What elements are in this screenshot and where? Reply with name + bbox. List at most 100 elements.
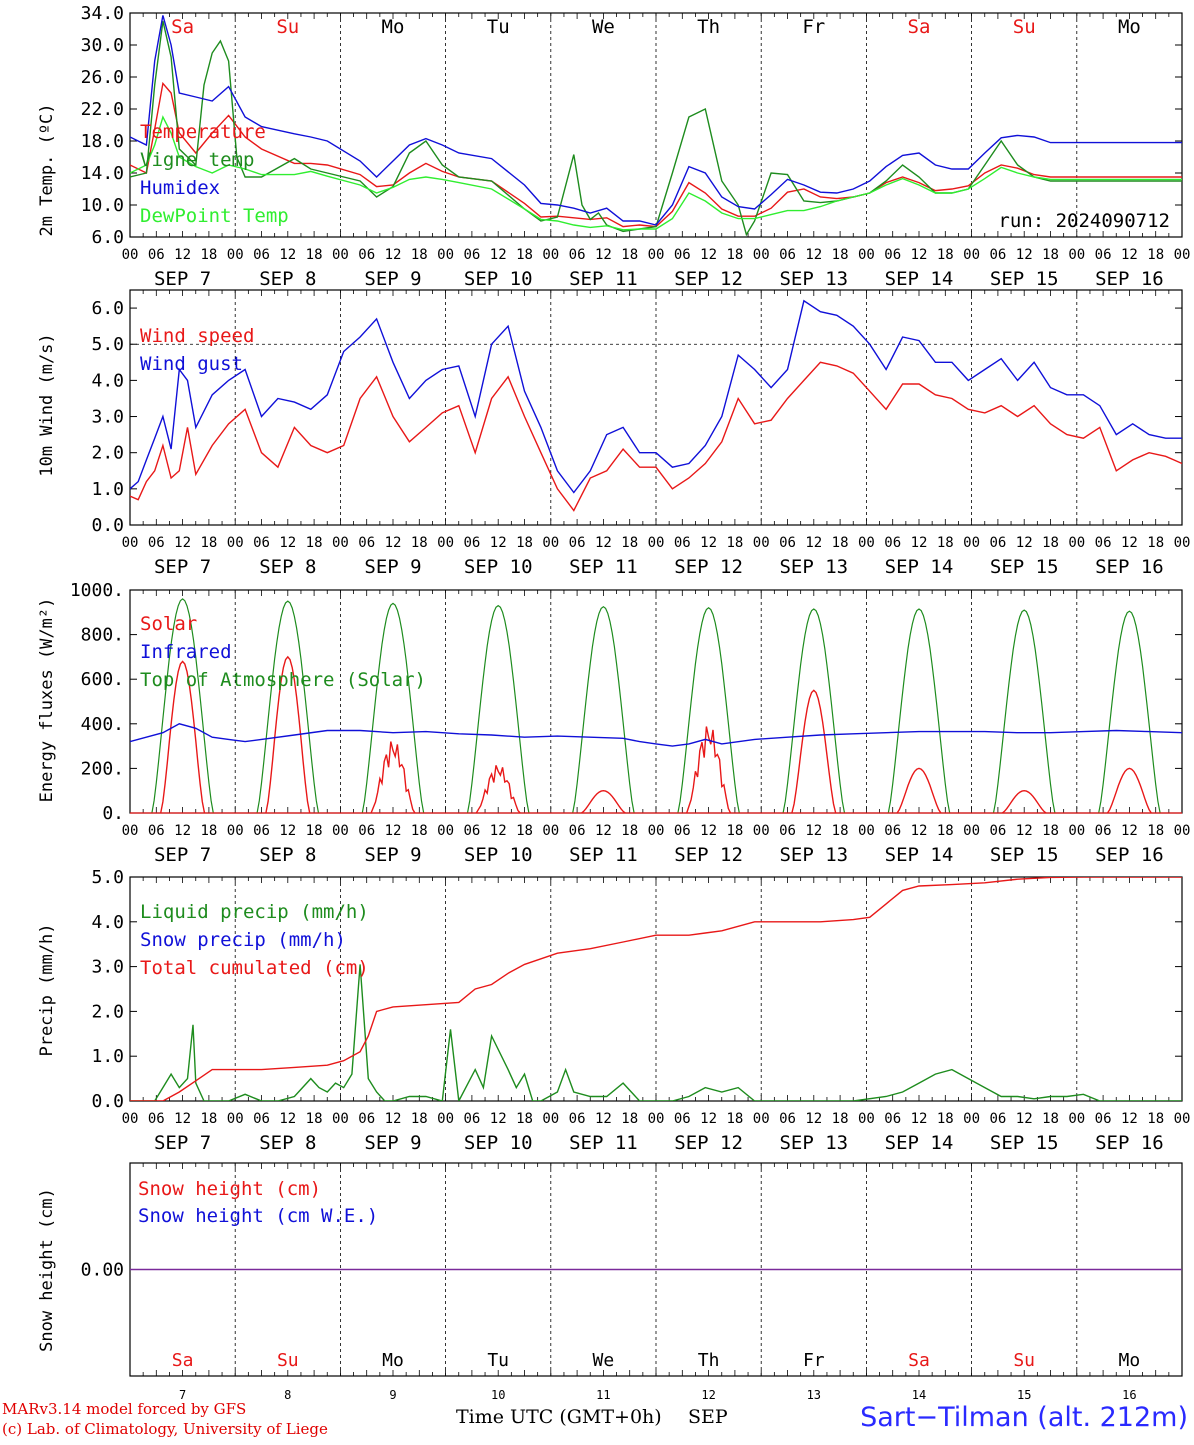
hour-label: 00 — [753, 1111, 770, 1127]
day-number: 15 — [1017, 1388, 1031, 1402]
y-tick-label: 600. — [81, 669, 124, 690]
legend-entry: Wind gust — [140, 353, 243, 375]
wind-gust-line — [130, 299, 1182, 494]
hour-label: 18 — [306, 247, 323, 263]
legend-entry: Total cumulated (cm) — [140, 957, 369, 979]
hour-label: 18 — [1042, 823, 1059, 839]
date-label: SEP 9 — [364, 268, 421, 290]
hour-label: 00 — [542, 1111, 559, 1127]
hour-label: 00 — [858, 535, 875, 551]
day-abbr: Mo — [382, 1350, 404, 1371]
date-label: SEP 9 — [364, 556, 421, 578]
hour-label: 12 — [490, 1111, 507, 1127]
hour-label: 18 — [516, 823, 533, 839]
day-number: 8 — [284, 1388, 291, 1402]
hour-label: 12 — [1121, 535, 1138, 551]
hour-label: 06 — [1095, 1111, 1112, 1127]
hour-label: 00 — [858, 823, 875, 839]
hour-label: 00 — [227, 535, 244, 551]
day-abbr: Tu — [487, 16, 510, 38]
legend-entry: Snow height (cm) — [138, 1178, 321, 1200]
hour-label: 18 — [621, 823, 638, 839]
y-tick-label: 400. — [81, 714, 124, 735]
hour-label: 06 — [463, 535, 480, 551]
y-tick-label: 14.0 — [81, 163, 124, 184]
panel-frame-0 — [129, 12, 1183, 238]
hour-label: 06 — [989, 247, 1006, 263]
hour-label: 18 — [1042, 535, 1059, 551]
hour-label: 00 — [542, 535, 559, 551]
hour-label: 06 — [674, 823, 691, 839]
hour-label: 18 — [1147, 1111, 1164, 1127]
hour-label: 00 — [332, 1111, 349, 1127]
hour-label: 12 — [1016, 823, 1033, 839]
y-axis-label: Precip (mm/h) — [37, 923, 57, 1056]
day-number: 7 — [179, 1388, 186, 1402]
y-tick-label: 5.0 — [91, 334, 124, 355]
legend-entry: Snow precip (mm/h) — [140, 929, 346, 951]
hour-label: 12 — [385, 247, 402, 263]
hour-label: 00 — [963, 247, 980, 263]
date-label: SEP 15 — [990, 844, 1059, 866]
date-label: SEP 8 — [259, 268, 316, 290]
hour-label: 12 — [1121, 1111, 1138, 1127]
hour-label: 12 — [174, 1111, 191, 1127]
hour-label: 12 — [279, 1111, 296, 1127]
hour-label: 18 — [937, 823, 954, 839]
y-tick-label: 6.0 — [91, 227, 124, 248]
hour-label: 18 — [621, 535, 638, 551]
hour-label: 12 — [174, 247, 191, 263]
y-tick-label: 1.0 — [91, 479, 124, 500]
time-axis-label: Time UTC (GMT+0h) — [456, 1406, 662, 1428]
humidex-line — [130, 15, 1182, 226]
hour-label: 00 — [1174, 247, 1191, 263]
hour-label: 18 — [200, 247, 217, 263]
hour-label: 18 — [516, 535, 533, 551]
hour-label: 00 — [122, 1111, 139, 1127]
day-number: 16 — [1122, 1388, 1136, 1402]
hour-label: 06 — [884, 247, 901, 263]
hour-label: 00 — [1068, 1111, 1085, 1127]
hour-label: 06 — [148, 1111, 165, 1127]
day-number: 10 — [491, 1388, 505, 1402]
solar-line — [896, 767, 942, 813]
solar-line — [160, 660, 206, 813]
hour-label: 00 — [227, 247, 244, 263]
hour-label: 00 — [437, 823, 454, 839]
hour-label: 18 — [726, 823, 743, 839]
hour-label: 18 — [200, 1111, 217, 1127]
date-label: SEP 13 — [779, 556, 848, 578]
y-tick-label: 22.0 — [81, 99, 124, 120]
hour-label: 06 — [884, 1111, 901, 1127]
hour-label: 12 — [174, 535, 191, 551]
y-axis-label: 2m Temp. (ºC) — [37, 103, 57, 236]
hour-label: 06 — [884, 535, 901, 551]
toa-solar-line — [151, 598, 214, 813]
hour-label: 12 — [490, 535, 507, 551]
hour-label: 06 — [674, 247, 691, 263]
hour-label: 18 — [937, 1111, 954, 1127]
y-tick-label: 30.0 — [81, 35, 124, 56]
hour-label: 00 — [437, 247, 454, 263]
date-label: SEP 14 — [885, 844, 954, 866]
hour-label: 12 — [1121, 247, 1138, 263]
date-label: SEP 8 — [259, 844, 316, 866]
hour-label: 12 — [490, 823, 507, 839]
date-label: SEP 14 — [885, 1132, 954, 1154]
hour-label: 00 — [122, 823, 139, 839]
legend-entry: Wind speed — [140, 325, 254, 347]
hour-label: 18 — [411, 535, 428, 551]
toa-solar-line — [466, 604, 530, 813]
hour-label: 18 — [726, 535, 743, 551]
date-label: SEP 14 — [885, 556, 954, 578]
hour-label: 18 — [621, 1111, 638, 1127]
hour-label: 06 — [253, 1111, 270, 1127]
hour-label: 18 — [832, 823, 849, 839]
date-label: SEP 11 — [569, 556, 638, 578]
hour-label: 00 — [437, 535, 454, 551]
day-abbr: Sa — [172, 1350, 194, 1371]
hour-label: 06 — [674, 1111, 691, 1127]
hour-label: 12 — [700, 247, 717, 263]
total-cumulated-cm-line — [130, 877, 1182, 1101]
